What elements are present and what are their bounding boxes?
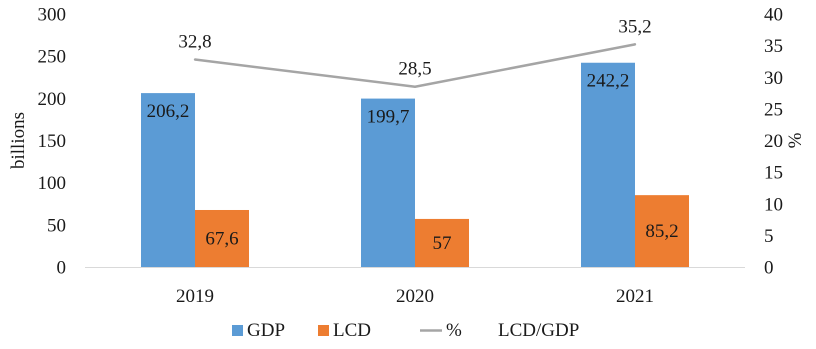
bar-gdp bbox=[581, 62, 635, 268]
bar-lcd bbox=[415, 218, 469, 267]
category-label: 2021 bbox=[616, 286, 654, 307]
left-tick-label: 150 bbox=[38, 131, 67, 152]
data-label-gdp: 199,7 bbox=[367, 107, 410, 128]
right-tick-label: 40 bbox=[764, 5, 783, 26]
data-label-lcd: 67,6 bbox=[205, 228, 238, 249]
right-tick-label: 5 bbox=[764, 226, 774, 247]
right-tick-label: 35 bbox=[764, 36, 783, 57]
right-tick-label: 30 bbox=[764, 68, 783, 89]
right-tick-label: 15 bbox=[764, 163, 783, 184]
bars bbox=[141, 62, 689, 268]
axes: 0 50 100 150 200 250 300 0 5 10 15 20 25 30 35 40 billio… bbox=[8, 5, 806, 308]
legend-marker-lcd bbox=[318, 325, 329, 336]
left-tick-label: 100 bbox=[38, 173, 67, 194]
legend-label: GDP bbox=[247, 320, 285, 341]
data-label-percent: 35,2 bbox=[618, 16, 651, 37]
left-tick-label: 200 bbox=[38, 89, 67, 110]
data-labels: 206,2 199,7 242,2 67,6 57 85,2 32,8 28,5 35,2 bbox=[147, 16, 679, 254]
legend: GDP LCD% LCD/GDP bbox=[232, 320, 579, 341]
line-point bbox=[633, 43, 637, 46]
legend-label: LCD/GDP bbox=[498, 320, 579, 341]
right-axis-title: % bbox=[785, 132, 806, 148]
bar-lcd bbox=[635, 195, 689, 267]
legend-label: % bbox=[446, 320, 462, 341]
bar-gdp bbox=[361, 98, 415, 267]
bar-gdp bbox=[141, 93, 195, 267]
right-tick-label: 25 bbox=[764, 99, 783, 120]
bar-lcd bbox=[195, 209, 249, 267]
right-tick-label: 0 bbox=[764, 258, 774, 279]
category-label: 2020 bbox=[396, 286, 434, 307]
data-label-gdp: 206,2 bbox=[147, 101, 190, 122]
left-axis-title: billions bbox=[8, 112, 29, 169]
left-tick-label: 300 bbox=[38, 5, 67, 26]
line-point bbox=[413, 85, 417, 88]
legend-label: LCD bbox=[333, 320, 371, 341]
category-label: 2019 bbox=[176, 286, 214, 307]
data-label-lcd: 57 bbox=[433, 233, 452, 254]
right-tick-label: 20 bbox=[764, 131, 783, 152]
left-tick-label: 0 bbox=[57, 258, 67, 279]
percent-line bbox=[193, 43, 637, 88]
data-label-lcd: 85,2 bbox=[645, 221, 678, 242]
data-label-percent: 32,8 bbox=[178, 32, 211, 53]
data-label-percent: 28,5 bbox=[398, 59, 431, 80]
legend-marker-gdp bbox=[232, 325, 243, 336]
left-tick-label: 50 bbox=[47, 215, 66, 236]
left-tick-label: 250 bbox=[38, 47, 67, 68]
data-label-gdp: 242,2 bbox=[587, 71, 630, 92]
right-tick-label: 10 bbox=[764, 194, 783, 215]
line-point bbox=[193, 58, 197, 61]
